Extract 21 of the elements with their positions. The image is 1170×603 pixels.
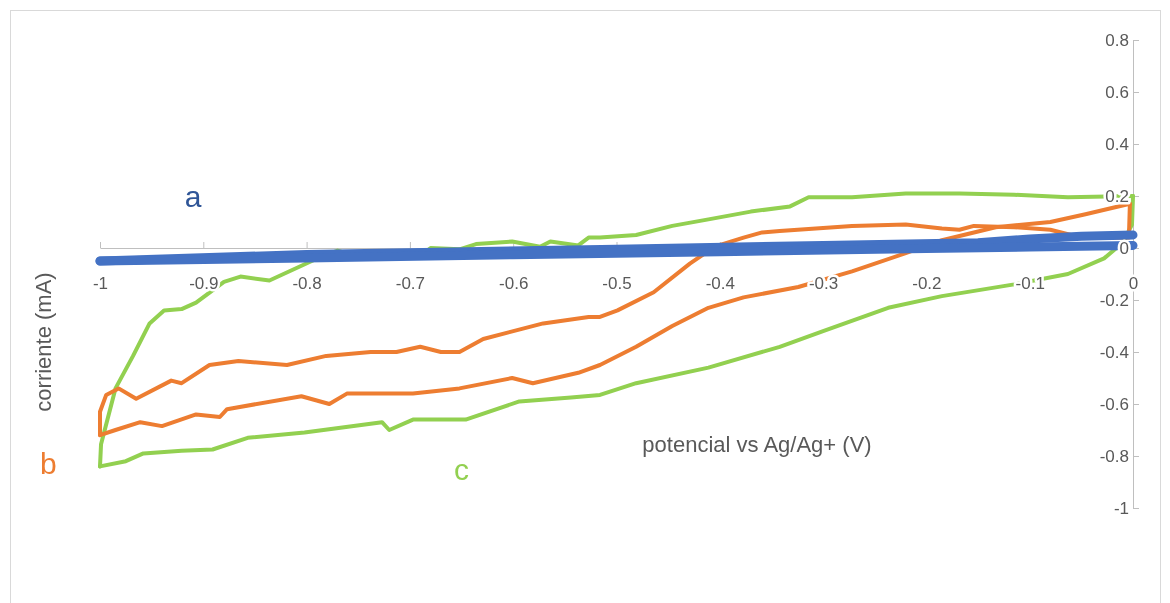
y-tick-label: -0.6 (1099, 394, 1129, 414)
y-tick-label: -0.2 (1099, 290, 1129, 310)
x-tick-label: -0.4 (705, 274, 735, 294)
y-tick-label: -0.8 (1099, 446, 1129, 466)
y-tick-label: 0.6 (1105, 82, 1129, 102)
x-axis-title: potencial vs Ag/Ag+ (V) (642, 431, 872, 457)
series-label: b (40, 447, 57, 481)
y-axis-title: corriente (mA) (30, 272, 56, 412)
y-tick-label: 0.8 (1105, 30, 1129, 50)
x-tick-label: -0.5 (602, 274, 632, 294)
x-tick-label: -0.8 (292, 274, 322, 294)
x-tick-label: -1 (92, 274, 109, 294)
series-label: c (454, 452, 470, 486)
y-tick-label: -1 (1113, 498, 1129, 518)
x-tick-label: -0.6 (499, 274, 529, 294)
x-tick-label: -0.7 (395, 274, 426, 294)
x-tick-label: -0.9 (189, 274, 219, 294)
x-tick-label: -0.2 (912, 274, 942, 294)
y-tick-label: 0.4 (1105, 134, 1129, 154)
y-tick-label: -0.4 (1099, 342, 1129, 362)
series-label: a (184, 179, 202, 213)
